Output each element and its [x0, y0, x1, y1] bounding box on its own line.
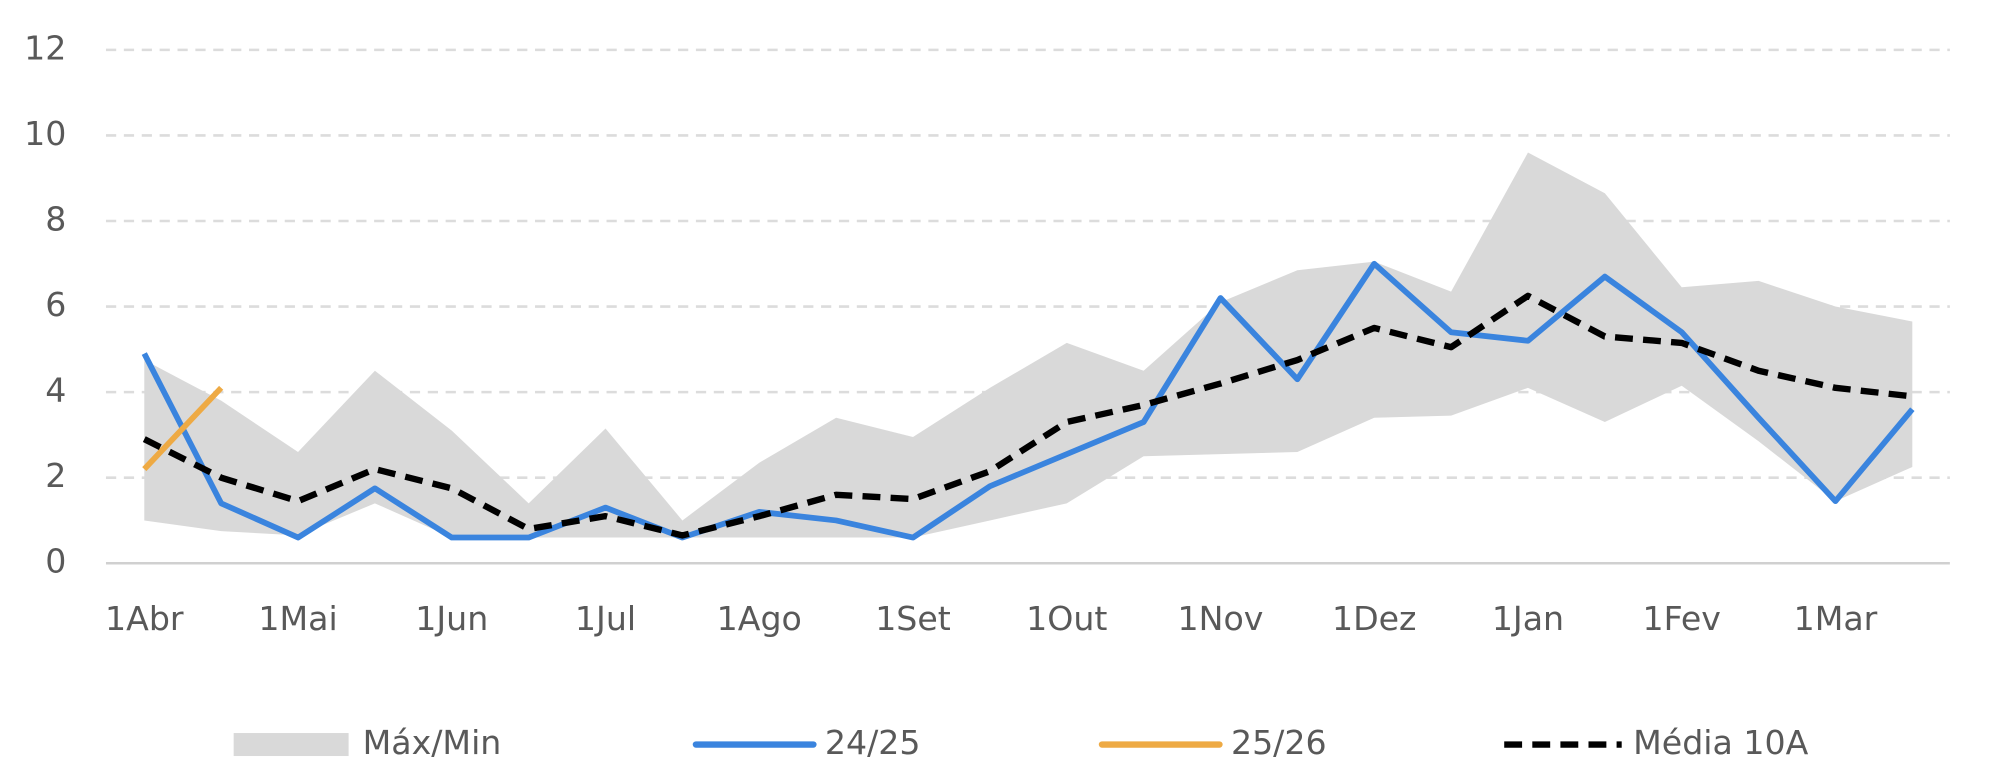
x-tick-label: 1Jan: [1492, 599, 1564, 638]
x-tick-label: 1Dez: [1332, 599, 1417, 638]
y-tick-label: 6: [45, 285, 66, 324]
x-tick-label: 1Fev: [1642, 599, 1720, 638]
x-tick-label: 1Mar: [1794, 599, 1878, 638]
legend-label: Máx/Min: [363, 723, 502, 762]
legend-label: 25/26: [1231, 723, 1327, 762]
x-tick-label: 1Out: [1026, 599, 1107, 638]
y-tick-label: 4: [45, 371, 66, 410]
band-area: [144, 152, 1913, 538]
y-tick-label: 0: [45, 542, 66, 581]
x-tick-label: 1Set: [875, 599, 951, 638]
x-tick-label: 1Jul: [575, 599, 636, 638]
legend-label: Média 10A: [1633, 723, 1808, 762]
legend-label: 24/25: [825, 723, 921, 762]
y-tick-label: 10: [24, 114, 66, 153]
x-tick-label: 1Jun: [415, 599, 488, 638]
x-tick-label: 1Ago: [717, 599, 802, 638]
series-line: [142, 292, 1913, 539]
x-tick-label: 1Abr: [105, 599, 184, 638]
series-line: [142, 385, 224, 472]
y-tick-label: 8: [45, 199, 66, 238]
y-tick-label: 2: [45, 456, 66, 495]
y-tick-label: 12: [24, 28, 66, 67]
x-tick-label: 1Mai: [258, 599, 337, 638]
series-line: [141, 260, 1915, 541]
x-tick-label: 1Nov: [1178, 599, 1264, 638]
legend-swatch: [233, 733, 349, 757]
